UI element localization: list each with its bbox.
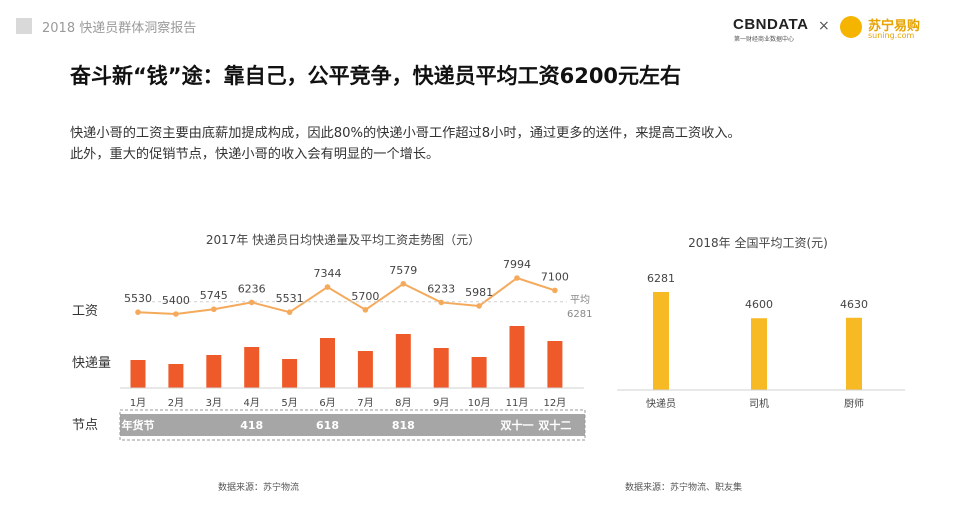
nodes-band-border [119,409,586,441]
node-label: 818 [392,419,415,432]
row-label: 快递量 [72,356,111,371]
wage-point [438,299,445,306]
month-tick-label: 4月 [244,397,260,409]
month-tick-label: 3月 [206,397,222,409]
average-value-label: 6281 [567,309,592,320]
page-title: 奋斗新“钱”途：靠自己，公平竞争，快递员平均工资6200元左右 [70,64,682,88]
delivery-bar [509,326,525,388]
cbndata-logo-subtitle: 第一财经商业数据中心 [734,36,795,43]
node-label: 618 [316,419,339,432]
occupation-tick-label: 司机 [749,397,769,410]
chart2-source: 数据来源：苏宁物流、职友集 [625,483,743,493]
delivery-bar [130,360,146,388]
month-tick-label: 10月 [468,397,491,409]
delivery-bar [395,334,411,388]
wage-data-label: 5981 [465,286,493,299]
suning-lion-icon [840,16,862,38]
node-label: 双十一 [501,418,534,432]
wage-point [362,307,369,313]
salary-bar [751,318,767,390]
wage-data-label: 7994 [503,258,531,271]
logo-separator: × [818,18,830,34]
wage-data-label: 6236 [238,282,266,295]
wage-data-label: 7100 [541,270,569,283]
wage-point [552,287,558,294]
delivery-bar [320,338,335,388]
salary-bar [846,317,862,390]
wage-data-label: 5531 [276,292,304,305]
chart1-title: 2017年 快递员日均快递量及平均工资走势图（元） [206,233,480,247]
salary-data-label: 6281 [647,272,675,285]
node-label: 双十二 [538,418,571,432]
month-tick-label: 6月 [319,397,335,409]
delivery-bar [471,357,487,388]
row-label: 节点 [72,418,98,433]
suning-url: suning.com [868,31,915,40]
wage-point [400,280,407,287]
delivery-bar [547,341,563,388]
wage-point [211,306,217,313]
delivery-bar [357,351,373,388]
month-tick-label: 8月 [395,397,411,409]
month-tick-label: 2月 [168,397,184,409]
occupation-tick-label: 快递员 [646,397,676,410]
month-tick-label: 9月 [433,397,449,409]
wage-point [476,303,482,309]
month-tick-label: 1月 [130,397,146,409]
suning-logo: 苏宁易购 [868,19,921,34]
wage-point [173,311,179,317]
description-line: 快递小哥的工资主要由底薪加提成构成，因此80%的快递小哥工作超过8小时，通过更多… [70,126,741,141]
chart2-title: 2018年 全国平均工资(元) [688,235,828,250]
chart1-source: 数据来源：苏宁物流 [218,483,300,493]
delivery-bar [433,348,449,388]
nodes-band [120,414,585,436]
month-tick-label: 11月 [506,397,529,409]
month-tick-label: 12月 [544,397,567,409]
row-label: 工资 [72,304,98,319]
occupation-tick-label: 厨师 [844,397,864,410]
wage-data-label: 5700 [351,290,379,303]
wage-data-label: 7344 [314,267,342,280]
wage-line [137,276,556,316]
month-tick-label: 5月 [281,397,297,409]
wage-data-label: 5745 [200,289,228,302]
wage-data-label: 6233 [427,282,455,295]
node-label: 年货节 [122,418,155,432]
description: 快递小哥的工资主要由底薪加提成构成，因此80%的快递小哥工作超过8小时，通过更多… [70,123,910,165]
wage-point [514,275,520,281]
node-label: 418 [240,419,263,432]
month-tick-label: 7月 [357,397,373,409]
wage-data-label: 7579 [389,264,417,277]
wage-point [324,284,331,290]
salary-data-label: 4630 [840,298,868,311]
cbndata-logo: CBNDATA [733,16,809,33]
header-square [16,18,32,34]
average-label: 平均 [570,294,590,306]
delivery-bar [168,364,184,388]
wage-point [286,309,293,315]
delivery-bar [282,359,298,388]
salary-data-label: 4600 [745,298,773,311]
wage-data-label: 5530 [124,292,152,305]
delivery-bar [206,355,222,388]
salary-bar [653,292,669,390]
wage-point [135,309,141,315]
wage-data-label: 5400 [162,294,190,307]
description-line: 此外，重大的促销节点，快递小哥的收入会有明显的一个增长。 [70,147,440,162]
wage-point [248,299,255,306]
delivery-bar [244,347,260,388]
report-name: 2018 快递员群体洞察报告 [42,21,197,36]
